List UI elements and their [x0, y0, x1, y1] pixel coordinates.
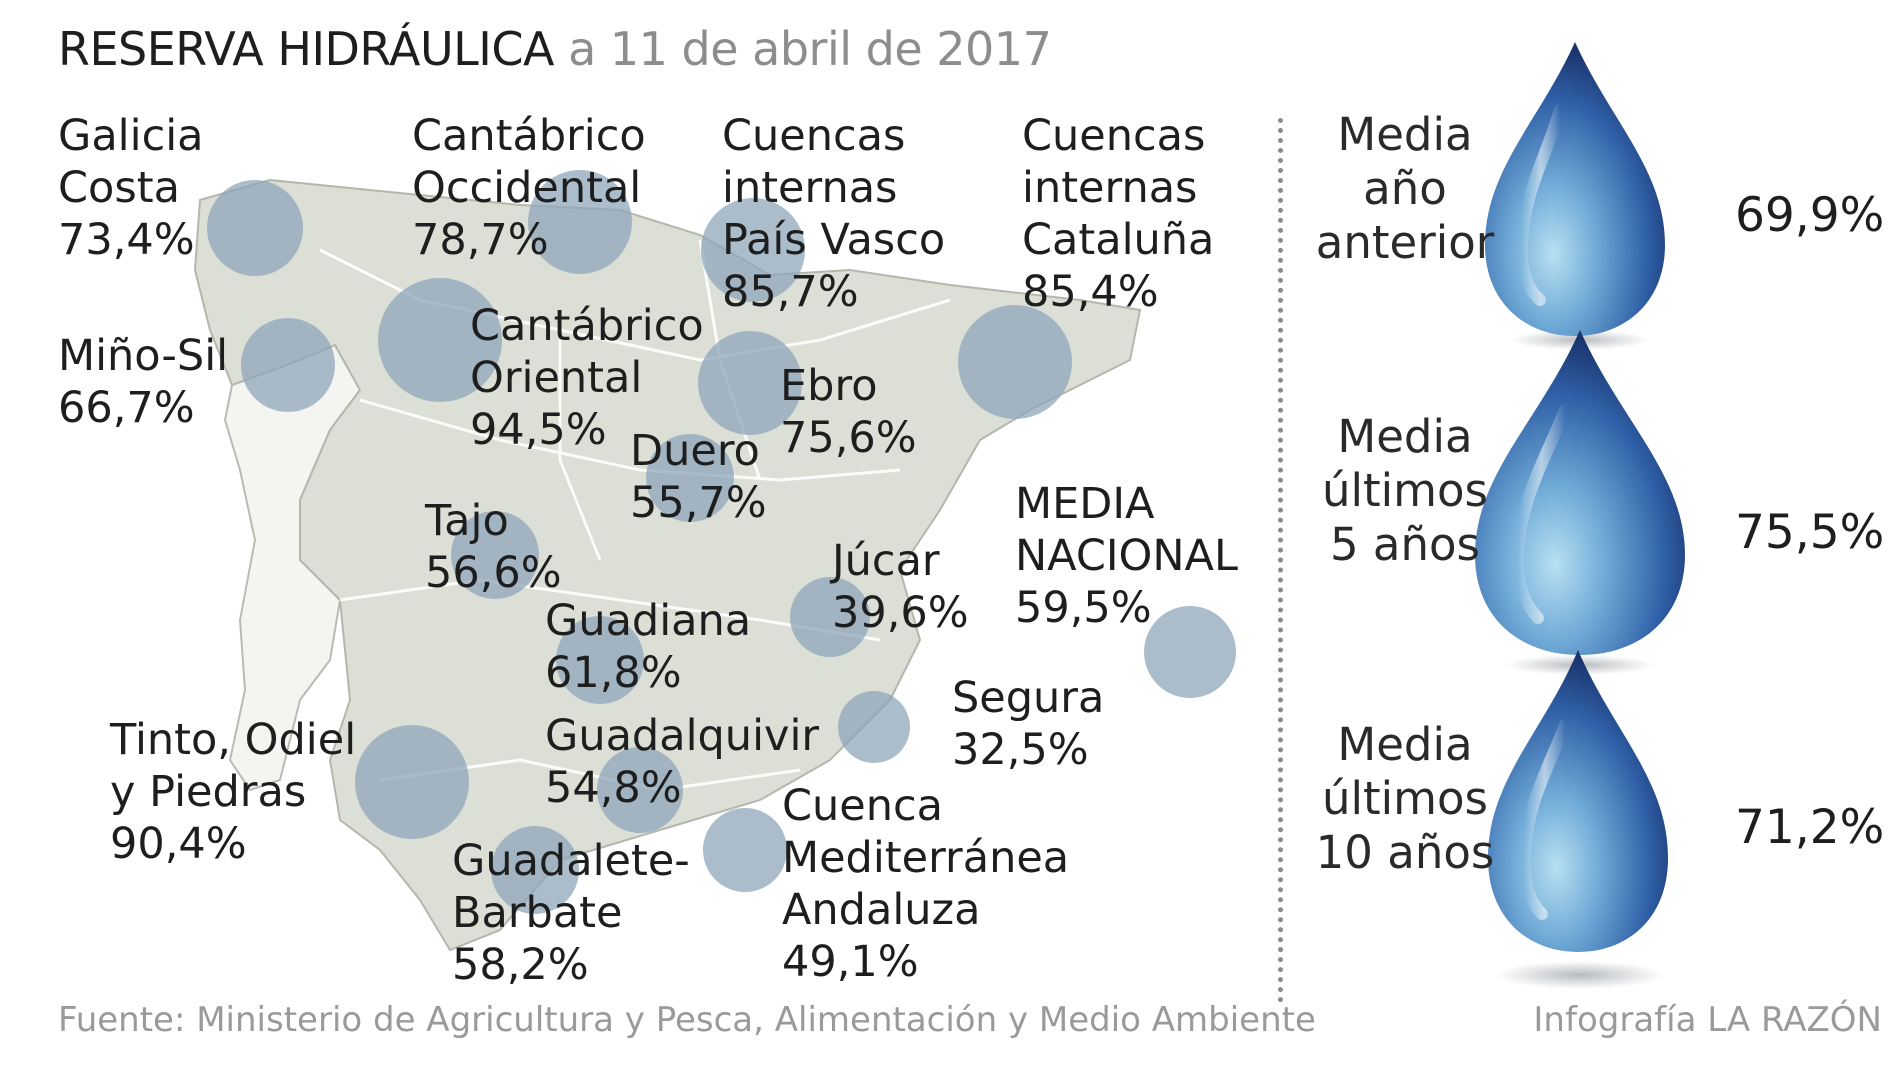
basin-label-cataluna: Cuencas internas Cataluña 85,4% [1022, 111, 1215, 317]
circle-guadalquivir [597, 747, 683, 833]
basin-label-guadalete-barbate: Guadalete- Barbate 58,2% [452, 836, 690, 990]
average-value-ultimos-5: 75,5% [1735, 505, 1885, 560]
title-main: RESERVA HIDRÁULICA [58, 22, 554, 76]
average-label-anio-anterior: Media año anterior [1315, 108, 1495, 269]
circle-galicia-costa [207, 180, 303, 276]
basin-label-tajo: Tajo 56,6% [425, 496, 562, 598]
dotted-divider [1278, 118, 1283, 1003]
basin-label-duero: Duero 55,7% [630, 426, 767, 528]
circle-cantabrico-oriental [378, 278, 502, 402]
circle-jucar [790, 577, 870, 657]
average-value-ultimos-10: 71,2% [1735, 800, 1885, 855]
basin-label-segura: Segura 32,5% [952, 673, 1105, 775]
source-note: Fuente: Ministerio de Agricultura y Pesc… [58, 1000, 1316, 1040]
basin-label-tinto-odiel: Tinto, Odiel y Piedras 90,4% [110, 715, 357, 869]
circle-segura [838, 691, 910, 763]
average-label-ultimos-10: Media últimos 10 años [1315, 718, 1495, 879]
circle-pais-vasco [701, 198, 805, 302]
circle-media-nacional [1144, 606, 1236, 698]
circle-mediterranea-andaluza [703, 808, 787, 892]
basin-label-galicia-costa: Galicia Costa 73,4% [58, 111, 204, 265]
circle-cataluna [958, 305, 1072, 419]
basin-label-media-nacional: MEDIA NACIONAL 59,5% [1015, 479, 1238, 633]
basin-label-guadalquivir: Guadalquivir 54,8% [545, 711, 820, 813]
circle-guadalete-barbate [491, 826, 579, 914]
circle-tinto-odiel [355, 725, 469, 839]
title-date: a 11 de abril de 2017 [568, 22, 1052, 76]
basin-label-ebro: Ebro 75,6% [780, 361, 917, 463]
basin-label-jucar: Júcar 39,6% [832, 536, 969, 638]
circle-duero [646, 434, 734, 522]
basin-circles [207, 170, 1236, 914]
basin-label-mino-sil: Miño-Sil 66,7% [58, 331, 229, 433]
water-drop-icon-1 [1485, 42, 1665, 350]
basin-label-cantabrico-occidental: Cantábrico Occidental 78,7% [412, 111, 646, 265]
basin-label-pais-vasco: Cuencas internas País Vasco 85,7% [722, 111, 946, 317]
circle-cantabrico-occidental [528, 170, 632, 274]
circle-ebro [698, 331, 802, 435]
circle-mino-sil [241, 318, 335, 412]
average-value-anio-anterior: 69,9% [1735, 188, 1885, 243]
average-label-ultimos-5: Media últimos 5 años [1322, 410, 1488, 571]
basin-label-cantabrico-oriental: Cantábrico Oriental 94,5% [470, 301, 704, 455]
basin-label-guadiana: Guadiana 61,8% [545, 596, 752, 698]
circle-guadiana [556, 616, 644, 704]
circle-tajo [451, 511, 539, 599]
credit-note: Infografía LA RAZÓN [1533, 1000, 1882, 1040]
infographic-title: RESERVA HIDRÁULICA a 11 de abril de 2017 [58, 22, 1052, 76]
water-drop-icon-3 [1488, 650, 1668, 989]
basin-label-mediterranea-andaluza: Cuenca Mediterránea Andaluza 49,1% [782, 781, 1070, 987]
